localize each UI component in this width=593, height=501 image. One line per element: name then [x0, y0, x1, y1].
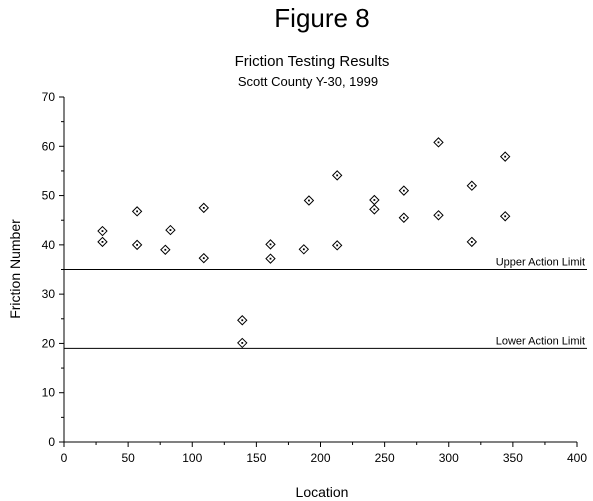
x-tick-label: 150: [246, 451, 266, 465]
y-tick-label: 60: [42, 139, 56, 153]
y-tick-label: 0: [48, 435, 55, 449]
data-point-center: [470, 184, 473, 187]
x-axis-label: Location: [296, 484, 349, 500]
y-tick-label: 50: [42, 189, 56, 203]
data-point-center: [504, 215, 507, 218]
x-tick-label: 200: [310, 451, 330, 465]
figure-label: Figure 8: [274, 3, 369, 33]
y-tick-label: 70: [42, 90, 56, 104]
data-point-center: [202, 257, 205, 260]
data-point-center: [101, 230, 104, 232]
data-point-center: [241, 342, 244, 344]
x-tick-label: 300: [439, 451, 459, 465]
x-tick-label: 0: [61, 451, 68, 465]
data-point-center: [504, 155, 507, 158]
data-point-center: [402, 189, 405, 192]
data-point-center: [373, 208, 376, 211]
y-tick-label: 10: [42, 386, 56, 400]
data-point-center: [373, 199, 376, 201]
data-point-center: [336, 174, 339, 177]
data-point-center: [136, 210, 139, 213]
y-tick-label: 40: [42, 238, 56, 252]
data-point-center: [136, 243, 139, 246]
data-point-center: [164, 248, 167, 251]
x-tick-label: 250: [375, 451, 395, 465]
data-point-center: [269, 243, 272, 246]
data-point-center: [437, 214, 440, 217]
x-tick-label: 50: [121, 451, 135, 465]
data-point-center: [169, 229, 172, 231]
data-point-center: [308, 199, 310, 202]
data-point-center: [402, 216, 405, 219]
y-axis-label: Friction Number: [7, 219, 23, 319]
lower-action-limit-label: Lower Action Limit: [496, 335, 585, 347]
data-point-center: [336, 244, 339, 247]
data-point-center: [202, 206, 205, 209]
chart-subtitle: Scott County Y-30, 1999: [238, 74, 378, 89]
chart-title: Friction Testing Results: [235, 53, 390, 70]
data-point-center: [437, 141, 440, 144]
x-tick-label: 400: [567, 451, 587, 465]
x-tick-label: 350: [503, 451, 523, 465]
data-point-center: [241, 319, 244, 322]
y-tick-label: 30: [42, 287, 56, 301]
x-tick-label: 100: [182, 451, 202, 465]
data-point-center: [269, 257, 272, 260]
y-tick-label: 20: [42, 336, 56, 350]
data-point-center: [302, 248, 305, 251]
plot-area: 0 10 20 30 40 50 60 70 0 50 100 150 200 250 300 350 400 U…: [42, 90, 588, 465]
data-point-center: [470, 241, 473, 243]
data-point-center: [101, 241, 104, 243]
upper-action-limit-label: Upper Action Limit: [496, 257, 585, 269]
